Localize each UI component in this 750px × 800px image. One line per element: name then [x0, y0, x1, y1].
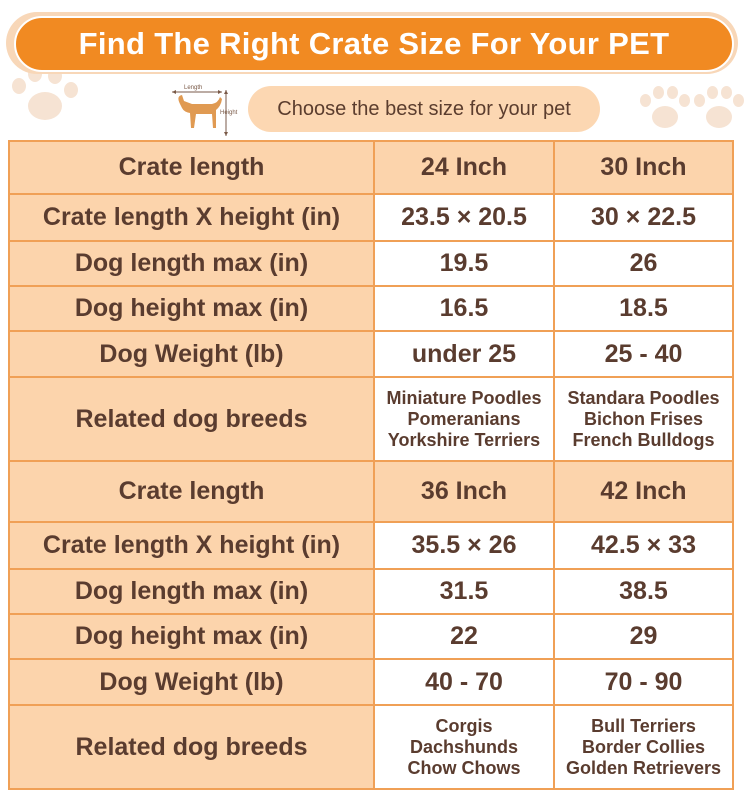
page-title: Find The Right Crate Size For Your PET — [14, 16, 734, 72]
table-row: Dog height max (in) 16.5 18.5 — [8, 285, 734, 332]
table-row: Crate length 24 Inch 30 Inch — [8, 140, 734, 195]
row-label-dog-length: Dog length max (in) — [8, 240, 375, 287]
height-label: Height — [220, 110, 238, 116]
breed-name: Corgis — [435, 715, 493, 736]
dog-length-value: 19.5 — [373, 240, 555, 287]
dog-height-value: 29 — [553, 613, 734, 660]
row-label-breeds: Related dog breeds — [8, 704, 375, 790]
breed-name: Bull Terriers — [591, 715, 696, 736]
dog-weight-value: 25 - 40 — [553, 330, 734, 378]
table-row: Crate length X height (in) 23.5 × 20.5 3… — [8, 193, 734, 242]
dog-height-value: 18.5 — [553, 285, 734, 332]
table-row: Dog Weight (lb) under 25 25 - 40 — [8, 330, 734, 378]
paw-print-icon — [694, 86, 744, 132]
breed-name: French Bulldogs — [572, 429, 715, 450]
breed-name: Bichon Frises — [583, 408, 704, 429]
crate-lxh-value: 35.5 × 26 — [373, 521, 555, 570]
crate-size-table: Crate length 24 Inch 30 Inch Crate lengt… — [8, 140, 734, 790]
row-label-crate-length: Crate length — [8, 460, 375, 523]
breeds-cell: Standara Poodles Bichon Frises French Bu… — [553, 376, 734, 462]
row-label-dog-weight: Dog Weight (lb) — [8, 330, 375, 378]
crate-size-header: 24 Inch — [373, 140, 555, 195]
row-label-breeds: Related dog breeds — [8, 376, 375, 462]
table-row: Related dog breeds Miniature Poodles Pom… — [8, 376, 734, 462]
dog-height-value: 22 — [373, 613, 555, 660]
dog-length-value: 31.5 — [373, 568, 555, 615]
dog-size-icon: Length Height — [172, 85, 238, 136]
row-label-dog-length: Dog length max (in) — [8, 568, 375, 615]
table-row: Dog length max (in) 31.5 38.5 — [8, 568, 734, 615]
breeds-cell: Miniature Poodles Pomeranians Yorkshire … — [373, 376, 555, 462]
table-row: Dog height max (in) 22 29 — [8, 613, 734, 660]
breed-name: Pomeranians — [407, 408, 521, 429]
dog-length-value: 38.5 — [553, 568, 734, 615]
row-label-crate-lxh: Crate length X height (in) — [8, 193, 375, 242]
dog-weight-value: 70 - 90 — [553, 658, 734, 706]
row-label-crate-lxh: Crate length X height (in) — [8, 521, 375, 570]
breed-name: Standara Poodles — [567, 387, 720, 408]
crate-lxh-value: 30 × 22.5 — [553, 193, 734, 242]
breed-name: Dachshunds — [409, 736, 519, 757]
crate-size-header: 42 Inch — [553, 460, 734, 523]
paw-print-icon — [8, 66, 78, 126]
table-row: Dog length max (in) 19.5 26 — [8, 240, 734, 287]
dog-length-value: 26 — [553, 240, 734, 287]
table-row: Related dog breeds Corgis Dachshunds Cho… — [8, 704, 734, 790]
table-row: Dog Weight (lb) 40 - 70 70 - 90 — [8, 658, 734, 706]
dog-weight-value: 40 - 70 — [373, 658, 555, 706]
crate-lxh-value: 42.5 × 33 — [553, 521, 734, 570]
breed-name: Yorkshire Terriers — [387, 429, 541, 450]
crate-lxh-value: 23.5 × 20.5 — [373, 193, 555, 242]
row-label-dog-weight: Dog Weight (lb) — [8, 658, 375, 706]
paw-print-icon — [640, 86, 690, 132]
dog-height-value: 16.5 — [373, 285, 555, 332]
dog-weight-value: under 25 — [373, 330, 555, 378]
breed-name: Chow Chows — [407, 757, 521, 778]
crate-size-header: 36 Inch — [373, 460, 555, 523]
row-label-dog-height: Dog height max (in) — [8, 613, 375, 660]
table-row: Crate length X height (in) 35.5 × 26 42.… — [8, 521, 734, 570]
breeds-cell: Bull Terriers Border Collies Golden Retr… — [553, 704, 734, 790]
breeds-cell: Corgis Dachshunds Chow Chows — [373, 704, 555, 790]
table-row: Crate length 36 Inch 42 Inch — [8, 460, 734, 523]
subtitle-pill: Choose the best size for your pet — [248, 86, 600, 132]
row-label-dog-height: Dog height max (in) — [8, 285, 375, 332]
breed-name: Border Collies — [581, 736, 706, 757]
length-label: Length — [184, 85, 202, 91]
crate-size-header: 30 Inch — [553, 140, 734, 195]
row-label-crate-length: Crate length — [8, 140, 375, 195]
breed-name: Miniature Poodles — [386, 387, 542, 408]
breed-name: Golden Retrievers — [565, 757, 722, 778]
